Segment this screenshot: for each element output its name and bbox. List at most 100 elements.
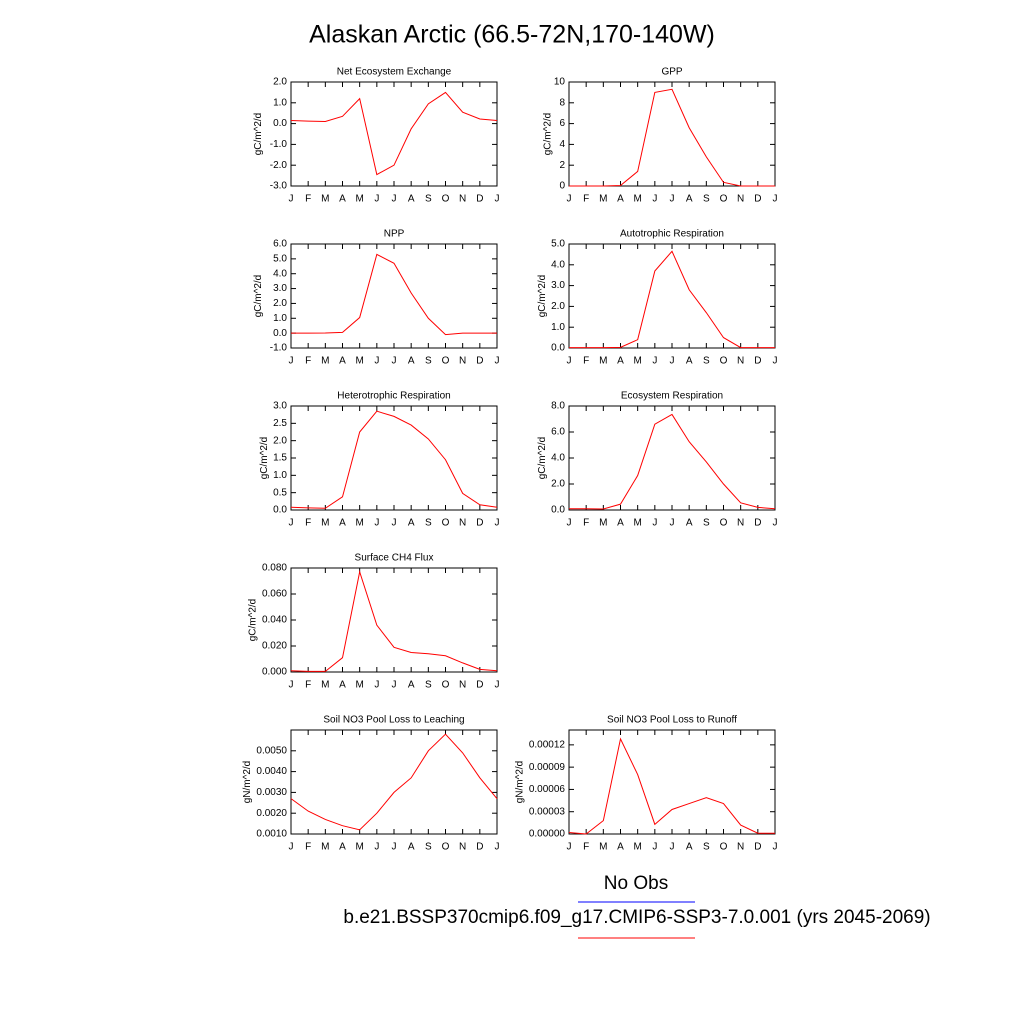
y-tick-label: -1.0 — [270, 343, 288, 354]
y-tick-label: 0.0 — [551, 505, 565, 516]
x-tick-label: J — [670, 842, 675, 853]
x-tick-label: A — [617, 518, 624, 529]
y-tick-label: 2.5 — [273, 418, 287, 429]
x-tick-label: M — [599, 194, 607, 205]
y-tick-label: 4.0 — [273, 268, 287, 279]
panel-title: Surface CH4 Flux — [355, 553, 434, 564]
data-line — [290, 569, 498, 672]
y-tick-label: 0.0 — [551, 343, 565, 354]
x-tick-label: J — [652, 194, 657, 205]
panel-title: Ecosystem Respiration — [621, 391, 723, 402]
x-tick-label: J — [289, 194, 294, 205]
x-tick-label: M — [355, 680, 363, 691]
x-tick-label: N — [459, 194, 466, 205]
plot-frame — [290, 81, 498, 187]
x-tick-label: J — [773, 194, 778, 205]
legend-label: No Obs — [604, 873, 668, 894]
y-tick-label: 4.0 — [551, 259, 565, 270]
y-tick-label: 0.0030 — [256, 787, 287, 798]
plot-frame — [568, 243, 776, 349]
y-tick-label: 1.0 — [551, 322, 565, 333]
x-tick-label: M — [633, 518, 641, 529]
y-tick-label: 0.0050 — [256, 745, 287, 756]
x-tick-label: O — [720, 194, 728, 205]
x-tick-label: A — [617, 842, 624, 853]
y-tick-label: 5.0 — [273, 253, 287, 264]
x-tick-label: M — [599, 356, 607, 367]
x-tick-label: A — [408, 680, 415, 691]
x-tick-label: J — [773, 356, 778, 367]
x-tick-label: A — [408, 518, 415, 529]
x-tick-label: N — [459, 842, 466, 853]
x-tick-label: J — [652, 842, 657, 853]
y-tick-label: 10 — [554, 77, 566, 88]
figure-title: Alaskan Arctic (66.5-72N,170-140W) — [309, 21, 715, 49]
data-line — [291, 253, 497, 336]
y-tick-label: 0.0 — [273, 328, 287, 339]
data-line — [569, 250, 775, 349]
y-tick-label: 0.0 — [273, 118, 287, 129]
y-tick-label: 0.040 — [262, 615, 287, 626]
y-tick-label: 3.0 — [273, 283, 287, 294]
x-tick-label: J — [289, 680, 294, 691]
data-line — [290, 91, 498, 176]
x-tick-label: S — [425, 842, 432, 853]
x-tick-label: A — [408, 356, 415, 367]
x-tick-label: F — [305, 356, 311, 367]
x-tick-label: S — [703, 356, 710, 367]
y-tick-label: 6.0 — [551, 427, 565, 438]
x-tick-label: J — [374, 518, 379, 529]
x-tick-label: F — [305, 842, 311, 853]
y-tick-label: 1.0 — [273, 97, 287, 108]
plot-frame — [290, 243, 498, 349]
x-tick-label: S — [703, 842, 710, 853]
x-tick-label: F — [583, 356, 589, 367]
data-line — [569, 88, 775, 187]
x-tick-label: J — [392, 842, 397, 853]
panel-title: Net Ecosystem Exchange — [337, 67, 452, 78]
x-tick-label: J — [392, 680, 397, 691]
x-tick-label: J — [773, 842, 778, 853]
y-tick-label: 0.060 — [262, 589, 287, 600]
plot-frame — [290, 729, 498, 835]
x-tick-label: D — [476, 356, 483, 367]
y-tick-label: 6.0 — [273, 239, 287, 250]
y-tick-label: 0.0010 — [256, 829, 287, 840]
x-tick-label: M — [355, 842, 363, 853]
x-tick-label: A — [339, 194, 346, 205]
y-tick-label: 2.0 — [273, 298, 287, 309]
x-tick-label: M — [633, 194, 641, 205]
x-tick-label: D — [754, 842, 761, 853]
x-tick-label: D — [754, 518, 761, 529]
x-tick-label: J — [392, 194, 397, 205]
x-tick-label: F — [305, 518, 311, 529]
x-tick-label: O — [442, 194, 450, 205]
x-tick-label: J — [670, 518, 675, 529]
x-tick-label: F — [583, 194, 589, 205]
plot-frame — [568, 405, 776, 511]
y-tick-label: 1.5 — [273, 453, 287, 464]
x-tick-label: D — [476, 680, 483, 691]
plot-frame — [568, 729, 776, 835]
y-tick-label: 1.0 — [273, 470, 287, 481]
x-tick-label: D — [754, 356, 761, 367]
x-tick-label: M — [599, 518, 607, 529]
x-tick-label: S — [425, 680, 432, 691]
y-tick-label: 0.00003 — [529, 806, 566, 817]
x-tick-label: J — [495, 194, 500, 205]
x-tick-label: F — [583, 842, 589, 853]
x-tick-label: J — [567, 518, 572, 529]
x-tick-label: J — [495, 680, 500, 691]
y-tick-label: 0.000 — [262, 667, 287, 678]
y-tick-label: 0.00009 — [529, 762, 566, 773]
data-line — [290, 410, 498, 509]
x-tick-label: D — [754, 194, 761, 205]
x-tick-label: M — [599, 842, 607, 853]
y-tick-label: 2.0 — [273, 435, 287, 446]
x-tick-label: D — [476, 194, 483, 205]
y-axis-label: gC/m^2/d — [253, 275, 264, 318]
y-tick-label: 0.00012 — [529, 739, 566, 750]
x-tick-label: M — [355, 518, 363, 529]
